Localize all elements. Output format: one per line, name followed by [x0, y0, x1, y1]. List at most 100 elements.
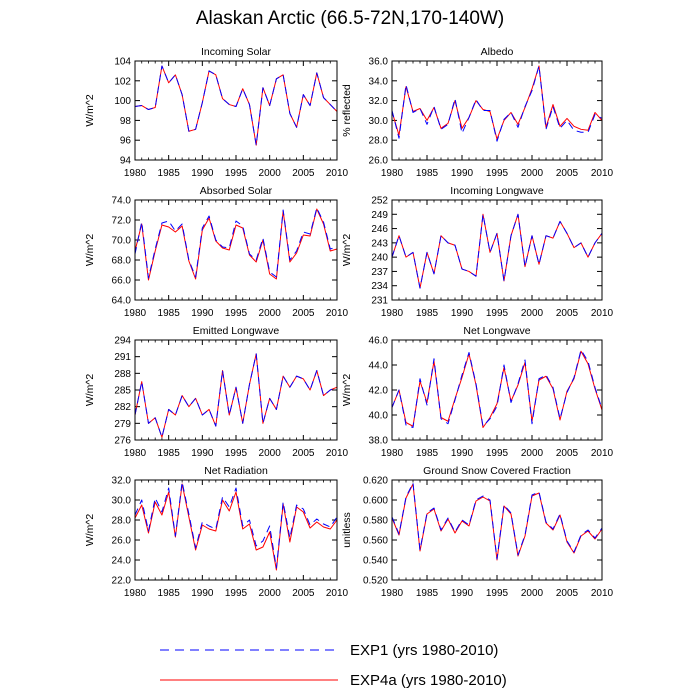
series-line-exp1 — [391, 213, 603, 289]
y-tick-label: 44.0 — [369, 361, 389, 372]
x-tick-label: 1995 — [225, 168, 248, 179]
y-tick-label: 70.0 — [112, 236, 132, 247]
y-tick-label: 32.0 — [369, 96, 389, 107]
x-tick-label: 2005 — [556, 448, 579, 459]
x-tick-label: 1980 — [124, 308, 147, 319]
panel-title: Ground Snow Covered Fraction — [423, 465, 571, 477]
x-tick-label: 2000 — [259, 588, 282, 599]
chart-panel-5: Emitted Longwave W/m^2 1980 1985 1990 1995 200… — [84, 325, 349, 459]
plot-frame — [391, 479, 603, 581]
y-tick-label: 42.0 — [369, 386, 389, 397]
x-tick-label: 2005 — [292, 168, 315, 179]
y-axis-label: % reflected — [341, 84, 353, 137]
y-axis-label: W/m^2 — [341, 234, 353, 267]
y-tick-label: 243 — [371, 238, 388, 249]
x-tick-label: 1995 — [486, 588, 509, 599]
y-tick-label: 246 — [371, 224, 388, 235]
x-tick-label: 2010 — [326, 168, 349, 179]
y-tick-label: 98 — [120, 116, 132, 127]
y-tick-label: 34.0 — [369, 76, 389, 87]
x-tick-label: 2010 — [326, 588, 349, 599]
plot-frame — [134, 339, 338, 441]
y-tick-label: 26.0 — [369, 156, 389, 167]
y-tick-label: 28.0 — [369, 136, 389, 147]
x-tick-label: 1985 — [158, 308, 181, 319]
y-tick-label: 26.0 — [112, 536, 132, 547]
y-tick-label: 294 — [114, 336, 131, 347]
x-tick-label: 1990 — [451, 308, 474, 319]
y-tick-label: 64.0 — [112, 296, 132, 307]
y-tick-label: 0.560 — [363, 536, 388, 547]
series-line-exp1 — [391, 482, 603, 560]
x-tick-label: 1995 — [225, 588, 248, 599]
y-tick-label: 237 — [371, 267, 388, 278]
y-tick-label: 0.540 — [363, 556, 388, 567]
series-line-exp1 — [391, 349, 603, 428]
x-tick-label: 1990 — [451, 168, 474, 179]
x-tick-label: 2010 — [591, 168, 614, 179]
y-axis-label: W/m^2 — [84, 374, 96, 407]
x-tick-label: 2000 — [259, 448, 282, 459]
x-tick-label: 1985 — [416, 448, 439, 459]
y-tick-label: 234 — [371, 281, 388, 292]
series-line-exp4a — [134, 208, 338, 281]
y-tick-label: 30.0 — [112, 496, 132, 507]
series-line-exp1 — [134, 207, 338, 279]
panel-title: Net Radiation — [204, 465, 268, 477]
plot-frame — [134, 199, 338, 301]
x-tick-label: 2000 — [259, 308, 282, 319]
x-tick-label: 1990 — [191, 588, 214, 599]
series-line-exp4a — [134, 483, 338, 571]
x-tick-label: 1990 — [191, 308, 214, 319]
y-axis-label: unitless — [341, 512, 353, 548]
x-tick-label: 2005 — [556, 308, 579, 319]
plot-frame — [391, 339, 603, 441]
plot-frame — [391, 60, 603, 161]
panel-title: Incoming Solar — [201, 46, 272, 58]
y-tick-label: 100 — [114, 96, 131, 107]
x-tick-label: 2005 — [292, 588, 315, 599]
series-line-exp1 — [134, 481, 338, 569]
legend: EXP1 (yrs 1980-2010) EXP4a (yrs 1980-2010… — [160, 642, 507, 689]
y-tick-label: 276 — [114, 436, 131, 447]
series-line-exp1 — [134, 353, 338, 438]
y-tick-label: 240 — [371, 253, 388, 264]
x-tick-label: 1990 — [451, 448, 474, 459]
x-tick-label: 1995 — [486, 448, 509, 459]
y-axis-label: W/m^2 — [84, 94, 96, 127]
series-line-exp4a — [391, 483, 603, 561]
x-tick-label: 1985 — [158, 448, 181, 459]
x-tick-label: 1985 — [416, 308, 439, 319]
plot-frame — [134, 479, 338, 581]
x-tick-label: 1985 — [158, 588, 181, 599]
y-tick-label: 38.0 — [369, 436, 389, 447]
x-tick-label: 2010 — [326, 448, 349, 459]
x-tick-label: 1980 — [381, 448, 404, 459]
x-tick-label: 1980 — [124, 588, 147, 599]
panel-title: Absorbed Solar — [200, 185, 273, 197]
y-tick-label: 72.0 — [112, 216, 132, 227]
x-tick-label: 2005 — [556, 588, 579, 599]
chart-panel-2: Albedo % reflected 1980 1985 1990 1995 2000 200… — [341, 46, 614, 179]
legend-label-exp4a: EXP4a (yrs 1980-2010) — [350, 672, 507, 689]
series-line-exp4a — [391, 350, 603, 428]
chart-panel-4: Incoming Longwave W/m^2 1980 1985 1990 1995 20… — [341, 185, 614, 319]
x-tick-label: 2010 — [326, 308, 349, 319]
y-axis-label: W/m^2 — [84, 514, 96, 547]
panel-title: Net Longwave — [463, 325, 530, 337]
y-tick-label: 24.0 — [112, 556, 132, 567]
y-tick-label: 0.600 — [363, 496, 388, 507]
y-axis-label: W/m^2 — [84, 234, 96, 267]
x-tick-label: 1995 — [225, 308, 248, 319]
x-tick-label: 2010 — [591, 588, 614, 599]
x-tick-label: 2005 — [556, 168, 579, 179]
y-tick-label: 291 — [114, 352, 131, 363]
y-tick-label: 279 — [114, 419, 131, 430]
x-tick-label: 2010 — [591, 308, 614, 319]
panel-title: Albedo — [481, 46, 514, 58]
x-tick-label: 1985 — [416, 588, 439, 599]
plot-frame — [134, 60, 338, 161]
y-tick-label: 36.0 — [369, 57, 389, 68]
y-tick-label: 28.0 — [112, 516, 132, 527]
y-tick-label: 0.520 — [363, 576, 388, 587]
